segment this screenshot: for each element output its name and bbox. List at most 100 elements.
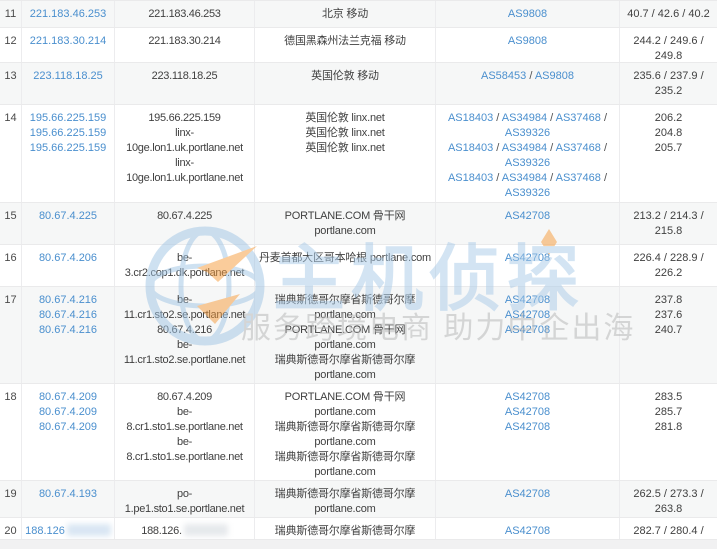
as-number-link[interactable]: AS42708 [504, 421, 551, 433]
as-line: AS39326 [439, 186, 616, 201]
table-row-hop-17: 17 80.67.4.216 80.67.4.216 80.67.4.216 be- 1… [0, 287, 717, 384]
hostname: 80.67.4.209 be- 8.cr1.sto1.se.portlane.n… [115, 384, 255, 480]
ip-link[interactable]: 80.67.4.216 [38, 309, 98, 321]
as-number-link[interactable]: AS58453 [481, 70, 527, 82]
latency-values: 40.7 / 42.6 / 40.2 [627, 8, 710, 20]
hop-number: 14 [0, 105, 22, 202]
as-line: AS9808 [439, 7, 616, 22]
as-line: AS42708 [439, 209, 616, 224]
ip-link[interactable]: 80.67.4.216 [38, 294, 98, 306]
as-number-link[interactable]: AS39326 [504, 127, 551, 139]
as-line: AS42708 [439, 323, 616, 338]
ip-link[interactable]: 80.67.4.206 [38, 252, 98, 264]
as-number-link[interactable]: AS18403 [447, 172, 494, 184]
ip-link[interactable]: 80.67.4.216 [38, 324, 98, 336]
latency-values: 237.8 237.6 240.7 [654, 294, 683, 336]
latency-values: 282.7 / 280.4 / [633, 525, 704, 537]
latency-values: 213.2 / 214.3 / 215.8 [633, 210, 704, 237]
hostname: 188.126. [115, 518, 255, 539]
table-row-hop-19: 19 80.67.4.193 po- 1.pe1.sto1.se.portlane.… [0, 481, 717, 518]
as-number-link[interactable]: AS42708 [504, 252, 551, 264]
table-row-hop-12: 12 221.183.30.214 221.183.30.214 德国黑森州法兰克福 … [0, 28, 717, 63]
ip-link[interactable]: 195.66.225.159 [29, 112, 107, 124]
geo-location: 英国伦敦 移动 [255, 63, 436, 104]
table-row-hop-16: 16 80.67.4.206 be- 3.cr2.cop1.dk.portlane.… [0, 245, 717, 287]
as-line: AS58453 / AS9808 [481, 70, 574, 82]
as-line: AS42708 [439, 293, 616, 308]
as-number-link[interactable]: AS34984 [501, 142, 548, 154]
table-row-hop-20: 20 188.126 188.126. 瑞典斯德哥尔摩省斯德哥尔摩 AS42708 282… [0, 518, 717, 540]
as-number-link[interactable]: AS9808 [507, 35, 548, 47]
as-number-link[interactable]: AS18403 [447, 112, 494, 124]
ip-links: 195.66.225.159 195.66.225.159 195.66.225.1… [22, 105, 115, 202]
ip-link[interactable]: 221.183.46.253 [29, 8, 107, 20]
ip-links: 188.126 [22, 518, 115, 539]
ip-links: 223.118.18.25 [22, 63, 115, 104]
as-number-link[interactable]: AS9808 [534, 70, 574, 82]
ip-link[interactable]: 80.67.4.209 [38, 421, 98, 433]
as-number-link[interactable]: AS34984 [501, 112, 548, 124]
as-links: AS42708 [436, 203, 620, 244]
as-number-link[interactable]: AS42708 [504, 525, 551, 537]
geo-location: 瑞典斯德哥尔摩省斯德哥尔摩 portlane.com [255, 481, 436, 517]
hostname: 223.118.18.25 [115, 63, 255, 104]
as-number-link[interactable]: AS18403 [447, 142, 494, 154]
latency-values: 235.6 / 237.9 / 235.2 [633, 70, 704, 97]
as-links: AS42708 [436, 481, 620, 517]
as-line: AS39326 [439, 156, 616, 171]
ip-link[interactable]: 188.126 [25, 525, 65, 537]
hop-number: 20 [0, 518, 22, 539]
hop-number: 13 [0, 63, 22, 104]
ip-link[interactable]: 80.67.4.193 [38, 488, 98, 500]
hostname: 221.183.30.214 [115, 28, 255, 62]
as-links: AS42708 AS42708 AS42708 [436, 384, 620, 480]
as-number-link[interactable]: AS42708 [504, 391, 551, 403]
ip-link[interactable]: 80.67.4.209 [38, 406, 98, 418]
as-line: AS42708 [439, 251, 616, 266]
as-number-link[interactable]: AS42708 [504, 210, 551, 222]
geo-location: 瑞典斯德哥尔摩省斯德哥尔摩 portlane.com PORTLANE.COM … [255, 287, 436, 383]
as-number-link[interactable]: AS42708 [504, 406, 551, 418]
ip-links: 80.67.4.209 80.67.4.209 80.67.4.209 [22, 384, 115, 480]
as-line: AS42708 [439, 524, 616, 539]
table-row-hop-13: 13 223.118.18.25 223.118.18.25 英国伦敦 移动 AS584… [0, 63, 717, 105]
as-number-link[interactable]: AS42708 [504, 488, 551, 500]
as-links: AS9808 [436, 28, 620, 62]
as-number-link[interactable]: AS42708 [504, 294, 551, 306]
geo-location: PORTLANE.COM 骨干网 portlane.com [255, 203, 436, 244]
hostname: 221.183.46.253 [115, 1, 255, 27]
as-number-link[interactable]: AS39326 [504, 187, 551, 199]
hop-number: 18 [0, 384, 22, 480]
as-line: AS9808 [439, 34, 616, 49]
ip-link[interactable]: 221.183.30.214 [29, 35, 107, 47]
as-number-link[interactable]: AS37468 [555, 172, 601, 184]
as-number-link[interactable]: AS39326 [504, 157, 551, 169]
as-line: AS18403 / AS34984 / AS37468 / [447, 112, 608, 124]
next-row-peek [0, 540, 717, 549]
as-number-link[interactable]: AS42708 [504, 309, 551, 321]
ip-links: 221.183.30.214 [22, 28, 115, 62]
as-number-link[interactable]: AS37468 [555, 142, 601, 154]
hostname: po- 1.pe1.sto1.se.portlane.net [115, 481, 255, 517]
hop-number: 15 [0, 203, 22, 244]
as-line: AS42708 [439, 390, 616, 405]
as-line: AS39326 [439, 126, 616, 141]
as-number-link[interactable]: AS34984 [501, 172, 548, 184]
as-number-link[interactable]: AS37468 [555, 112, 601, 124]
as-line: AS42708 [439, 308, 616, 323]
as-number-link[interactable]: AS42708 [504, 324, 551, 336]
ip-link[interactable]: 80.67.4.225 [38, 210, 98, 222]
hostname: be- 11.cr1.sto2.se.portlane.net 80.67.4.… [115, 287, 255, 383]
ip-link[interactable]: 195.66.225.159 [29, 142, 107, 154]
latency-values: 283.5 285.7 281.8 [654, 391, 683, 433]
ip-link[interactable]: 80.67.4.209 [38, 391, 98, 403]
as-number-link[interactable]: AS9808 [507, 8, 548, 20]
as-links: AS18403 / AS34984 / AS37468 / AS39326 AS18… [436, 105, 620, 202]
latency-values: 226.4 / 228.9 / 226.2 [633, 252, 704, 279]
ip-link[interactable]: 195.66.225.159 [29, 127, 107, 139]
as-links: AS42708 AS42708 AS42708 [436, 287, 620, 383]
ip-link[interactable]: 223.118.18.25 [33, 70, 103, 82]
as-line: AS18403 / AS34984 / AS37468 / [447, 142, 608, 154]
geo-location: PORTLANE.COM 骨干网 portlane.com 瑞典斯德哥尔摩省斯德… [255, 384, 436, 480]
